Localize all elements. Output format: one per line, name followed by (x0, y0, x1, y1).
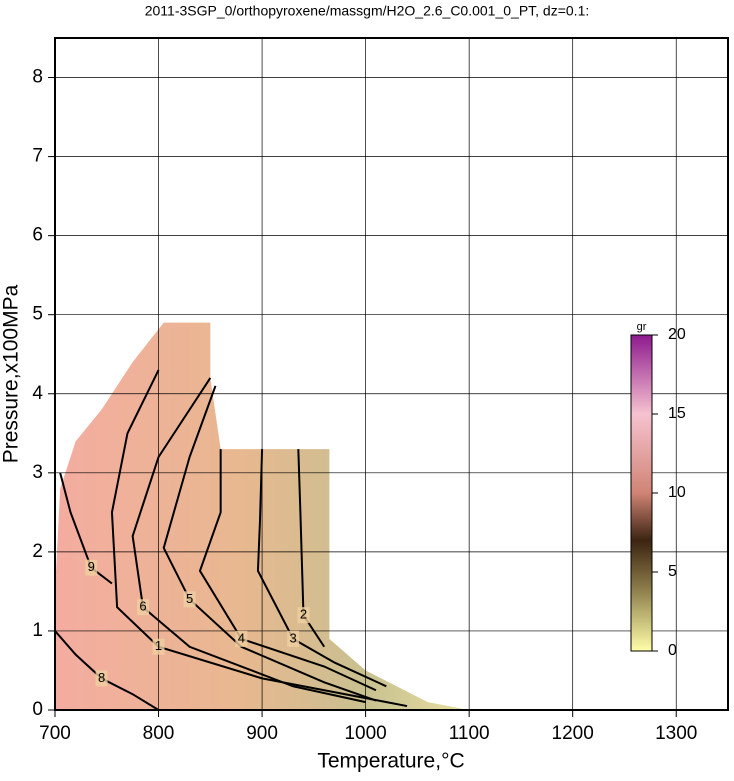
contour-label: 2 (300, 607, 307, 622)
contour-label: 5 (186, 591, 193, 606)
contour-label: 4 (238, 630, 245, 645)
x-tick-label: 1100 (449, 723, 490, 744)
contour-label-bg (235, 630, 248, 647)
contour-label-bg (297, 607, 310, 624)
contour-line (110, 369, 408, 708)
contour-label: 3 (290, 630, 297, 645)
y-tick-label: 6 (32, 225, 43, 246)
contour-label-bg (183, 591, 196, 608)
colorbar-label: gr (637, 321, 647, 333)
y-tick-label: 4 (32, 383, 43, 404)
x-axis-label: Temperature,°C (317, 750, 464, 773)
y-tick-label: 0 (32, 699, 43, 720)
y-axis-label: Pressure,x100MPa (0, 284, 23, 463)
x-tick-label: 800 (143, 723, 175, 744)
x-tick-label: 900 (246, 723, 278, 744)
x-tick-label: 700 (39, 723, 71, 744)
contour-label-bg (85, 559, 98, 576)
colorbar-tick-label: 20 (668, 326, 686, 343)
contour-label-bg (287, 630, 300, 647)
y-tick-label: 1 (32, 620, 43, 641)
contour-label: 6 (139, 599, 146, 614)
x-tick-label: 1300 (655, 723, 697, 744)
chart-title: 2011-3SGP_0/orthopyroxene/massgm/H2O_2.6… (145, 3, 590, 19)
plot-frame (54, 37, 729, 711)
contour-label: 9 (88, 559, 95, 574)
contour-label: 8 (98, 670, 105, 685)
contour-label-bg (95, 670, 108, 687)
x-tick-label: 1200 (552, 723, 594, 744)
contour-line (59, 472, 113, 585)
y-tick-label: 7 (32, 146, 43, 167)
x-tick-label: 1000 (344, 723, 386, 744)
contour-label: 1 (155, 638, 162, 653)
colorbar (630, 334, 653, 652)
y-tick-label: 5 (32, 304, 43, 325)
contour-label-bg (152, 638, 165, 655)
colorbar-tick-label: 0 (668, 642, 677, 659)
contour-label-bg (137, 599, 150, 616)
y-tick-label: 3 (32, 462, 43, 483)
colorbar-tick-label: 5 (668, 563, 677, 580)
colorbar-tick-label: 15 (668, 405, 686, 422)
contour-line (256, 449, 387, 688)
colorbar-tick-label: 10 (668, 484, 686, 501)
contour-line (198, 449, 377, 692)
contour-line (297, 449, 326, 648)
y-tick-label: 2 (32, 541, 43, 562)
y-tick-label: 8 (32, 67, 43, 88)
